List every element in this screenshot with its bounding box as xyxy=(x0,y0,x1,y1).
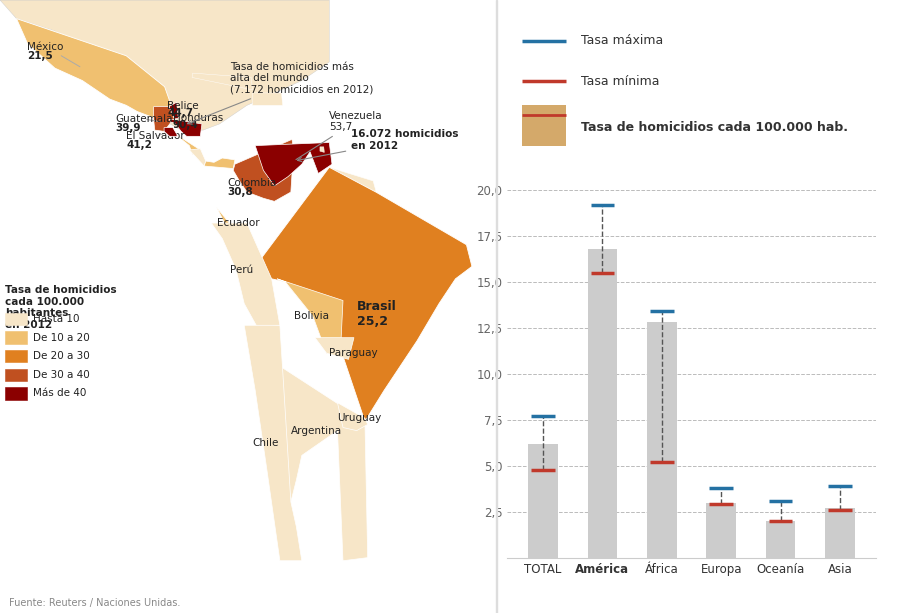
Text: Belice: Belice xyxy=(167,101,199,111)
Text: Más de 40: Más de 40 xyxy=(33,389,86,398)
Text: Ecuador: Ecuador xyxy=(216,218,260,228)
Polygon shape xyxy=(255,167,472,421)
Polygon shape xyxy=(169,119,202,136)
FancyBboxPatch shape xyxy=(5,332,28,344)
Text: 21,5: 21,5 xyxy=(28,51,53,61)
Text: Argentina: Argentina xyxy=(291,425,342,436)
Polygon shape xyxy=(211,223,280,329)
Text: 30,8: 30,8 xyxy=(228,187,253,197)
Polygon shape xyxy=(255,142,332,186)
Polygon shape xyxy=(0,0,330,130)
Text: Perú: Perú xyxy=(231,265,254,275)
Text: Uruguay: Uruguay xyxy=(338,413,382,424)
FancyBboxPatch shape xyxy=(5,313,28,326)
FancyBboxPatch shape xyxy=(5,368,28,381)
Bar xyxy=(522,105,567,146)
Text: De 30 a 40: De 30 a 40 xyxy=(33,370,90,380)
Bar xyxy=(587,249,617,558)
Polygon shape xyxy=(255,350,367,561)
Text: Tasa mínima: Tasa mínima xyxy=(581,75,659,88)
Polygon shape xyxy=(164,128,177,136)
Bar xyxy=(707,503,736,558)
Text: Bolivia: Bolivia xyxy=(294,311,329,321)
Bar xyxy=(647,322,676,558)
Text: Tasa máxima: Tasa máxima xyxy=(581,34,664,47)
FancyBboxPatch shape xyxy=(5,350,28,362)
FancyBboxPatch shape xyxy=(5,387,28,400)
Polygon shape xyxy=(233,139,294,201)
Polygon shape xyxy=(16,18,176,124)
Text: Tasa de homicidios cada 100.000 hab.: Tasa de homicidios cada 100.000 hab. xyxy=(581,121,848,134)
Text: Brasil: Brasil xyxy=(357,300,396,313)
Text: Honduras: Honduras xyxy=(172,113,223,123)
Polygon shape xyxy=(216,208,247,248)
Polygon shape xyxy=(177,135,202,155)
Text: 44,7: 44,7 xyxy=(167,109,193,118)
Text: De 20 a 30: De 20 a 30 xyxy=(33,351,90,361)
Text: Fuente: Reuters / Naciones Unidas.: Fuente: Reuters / Naciones Unidas. xyxy=(9,598,180,608)
Text: México: México xyxy=(28,42,80,67)
Bar xyxy=(528,444,558,558)
Text: Hasta 10: Hasta 10 xyxy=(33,314,79,324)
Text: Colombia: Colombia xyxy=(228,178,277,188)
Text: Tasa de homicidios
cada 100.000
habitantes
en 2012: Tasa de homicidios cada 100.000 habitant… xyxy=(5,285,117,330)
Bar xyxy=(766,521,796,558)
Polygon shape xyxy=(244,326,302,561)
Polygon shape xyxy=(277,279,343,356)
Text: Guatemala: Guatemala xyxy=(115,114,172,124)
Text: 25,2: 25,2 xyxy=(357,315,388,329)
Text: El Salvador: El Salvador xyxy=(127,131,185,142)
Text: Chile: Chile xyxy=(252,438,278,448)
Polygon shape xyxy=(192,73,252,90)
Bar xyxy=(825,508,855,558)
Polygon shape xyxy=(154,107,174,131)
Text: Paraguay: Paraguay xyxy=(330,348,378,358)
Text: 90,4: 90,4 xyxy=(172,120,198,130)
Polygon shape xyxy=(169,102,179,119)
Text: De 10 a 20: De 10 a 20 xyxy=(33,333,90,343)
Polygon shape xyxy=(315,338,354,359)
Text: 41,2: 41,2 xyxy=(127,140,152,150)
Text: Venezuela
53,7: Venezuela 53,7 xyxy=(296,110,383,159)
Text: Tasa de homicidios más
alta del mundo
(7.172 homicidios en 2012): Tasa de homicidios más alta del mundo (7… xyxy=(188,62,374,124)
Text: 16.072 homicidios
en 2012: 16.072 homicidios en 2012 xyxy=(297,129,459,162)
Polygon shape xyxy=(338,403,367,430)
Polygon shape xyxy=(320,147,324,153)
Polygon shape xyxy=(330,167,376,208)
Polygon shape xyxy=(252,93,283,105)
Polygon shape xyxy=(204,158,235,169)
Text: 39,9: 39,9 xyxy=(115,123,141,134)
Polygon shape xyxy=(189,149,206,166)
